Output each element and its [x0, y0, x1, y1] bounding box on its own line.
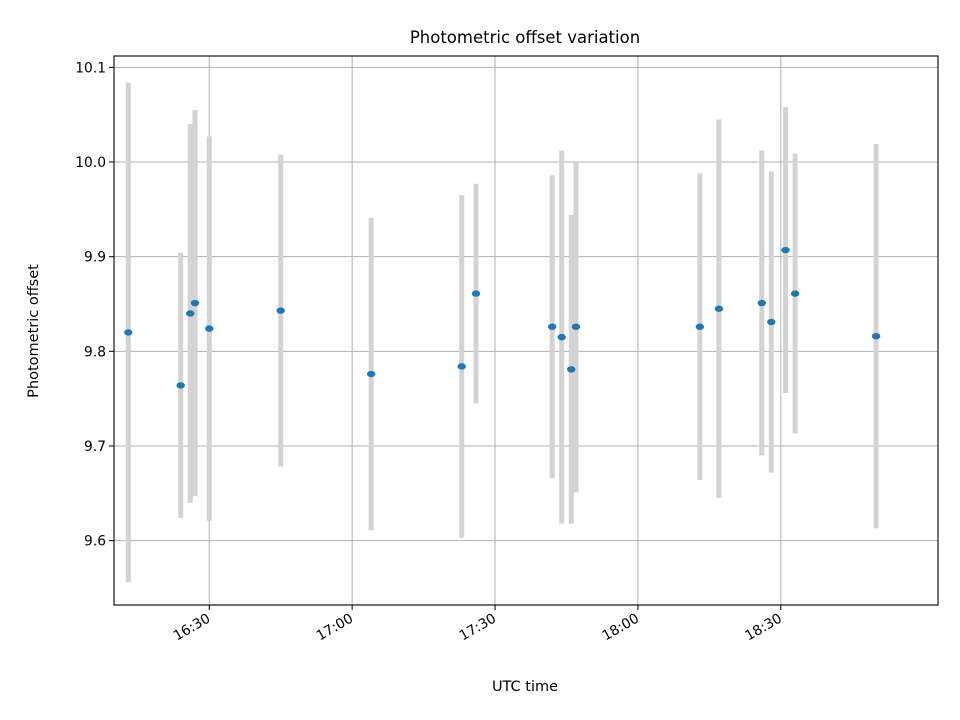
data-point: [767, 318, 776, 326]
data-point: [571, 323, 581, 330]
grid-lines: [114, 56, 938, 605]
y-axis-ticks: 9.6 9.7 9.8 9.9 10.0 10.1: [75, 60, 114, 550]
data-points: [124, 246, 881, 389]
data-point: [547, 323, 557, 330]
data-point: [367, 370, 376, 378]
x-tick-label: 17:00: [314, 611, 356, 645]
y-tick-label: 9.7: [84, 439, 106, 455]
data-point: [276, 307, 285, 314]
data-point: [205, 325, 214, 332]
y-tick-label: 9.6: [84, 534, 106, 550]
data-point: [757, 299, 766, 307]
x-tick-label: 17:30: [457, 611, 499, 645]
data-point: [186, 310, 195, 317]
error-bars: [125, 82, 879, 583]
chart-title: Photometric offset variation: [410, 28, 640, 47]
data-point: [190, 299, 200, 307]
x-axis-label: UTC time: [492, 679, 558, 695]
data-point: [176, 382, 185, 389]
data-point: [714, 305, 724, 312]
y-tick-label: 9.9: [84, 250, 106, 266]
data-point: [124, 329, 133, 336]
x-tick-label: 18:30: [742, 611, 784, 645]
data-point: [781, 246, 790, 254]
y-tick-label: 10.1: [75, 60, 106, 76]
y-tick-label: 9.8: [84, 344, 106, 360]
plot-frame: [113, 55, 939, 606]
data-point: [457, 363, 466, 370]
x-tick-label: 16:30: [171, 611, 213, 645]
y-tick-label: 10.0: [75, 155, 106, 171]
x-tick-label: 18:00: [599, 611, 641, 645]
data-point: [871, 332, 881, 340]
y-axis-label: Photometric offset: [26, 264, 42, 398]
data-point: [567, 366, 576, 373]
data-point: [695, 323, 705, 330]
data-point: [557, 333, 566, 341]
data-point: [471, 290, 481, 297]
x-axis-ticks: 16:30 17:00 17:30 18:00 18:30: [171, 605, 785, 644]
data-point: [790, 290, 800, 297]
